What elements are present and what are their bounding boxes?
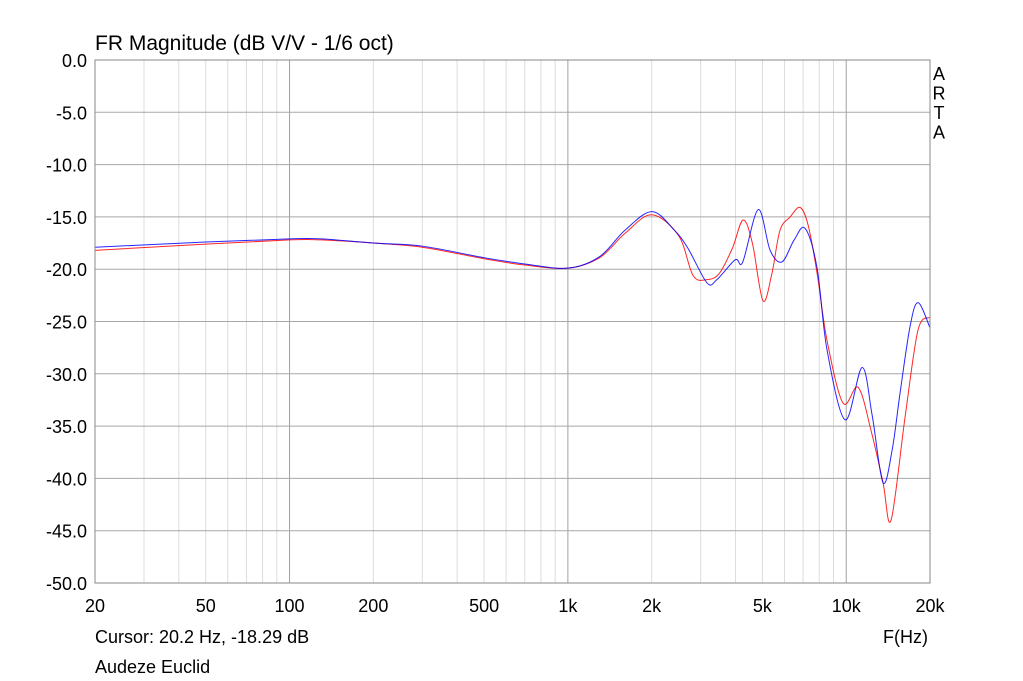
x-tick-label: 2k xyxy=(642,596,662,616)
watermark-letter: T xyxy=(934,103,945,123)
x-tick-label: 1k xyxy=(558,596,578,616)
x-tick-label: 50 xyxy=(196,596,216,616)
watermark-letter: A xyxy=(933,64,945,84)
y-tick-label: -30.0 xyxy=(46,365,87,385)
y-tick-label: -45.0 xyxy=(46,522,87,542)
watermark-letter: R xyxy=(933,84,946,104)
x-tick-label: 20 xyxy=(85,596,105,616)
y-tick-label: -10.0 xyxy=(46,156,87,176)
x-tick-label: 10k xyxy=(832,596,862,616)
x-tick-labels: 20 50 100 200 500 1k 2k 5k 10k 20k xyxy=(85,596,946,616)
x-tick-label: 5k xyxy=(753,596,773,616)
grid xyxy=(94,59,931,584)
device-name: Audeze Euclid xyxy=(95,657,211,677)
y-tick-label: -40.0 xyxy=(46,469,87,489)
x-tick-label: 500 xyxy=(469,596,499,616)
x-tick-label: 20k xyxy=(915,596,945,616)
cursor-readout: Cursor: 20.2 Hz, -18.29 dB xyxy=(95,627,310,647)
y-tick-label: 0.0 xyxy=(62,51,87,71)
y-tick-label: -15.0 xyxy=(46,208,87,228)
x-tick-label: 200 xyxy=(358,596,388,616)
y-tick-label: -50.0 xyxy=(46,574,87,594)
y-tick-labels: 0.0 -5.0 -10.0 -15.0 -20.0 -25.0 -30.0 -35.0 -40… xyxy=(46,51,87,594)
chart-title: FR Magnitude (dB V/V - 1/6 oct) xyxy=(95,32,394,55)
plot-frame xyxy=(94,59,931,584)
x-axis-label: F(Hz) xyxy=(883,627,928,647)
y-tick-label: -5.0 xyxy=(56,103,87,123)
y-tick-label: -25.0 xyxy=(46,313,87,333)
series-line-blue xyxy=(94,209,931,484)
y-tick-label: -20.0 xyxy=(46,260,87,280)
curves xyxy=(94,206,931,523)
series-line-red xyxy=(94,206,931,523)
x-tick-label: 100 xyxy=(275,596,305,616)
y-tick-label: -35.0 xyxy=(46,417,87,437)
watermark-letter: A xyxy=(933,123,945,143)
